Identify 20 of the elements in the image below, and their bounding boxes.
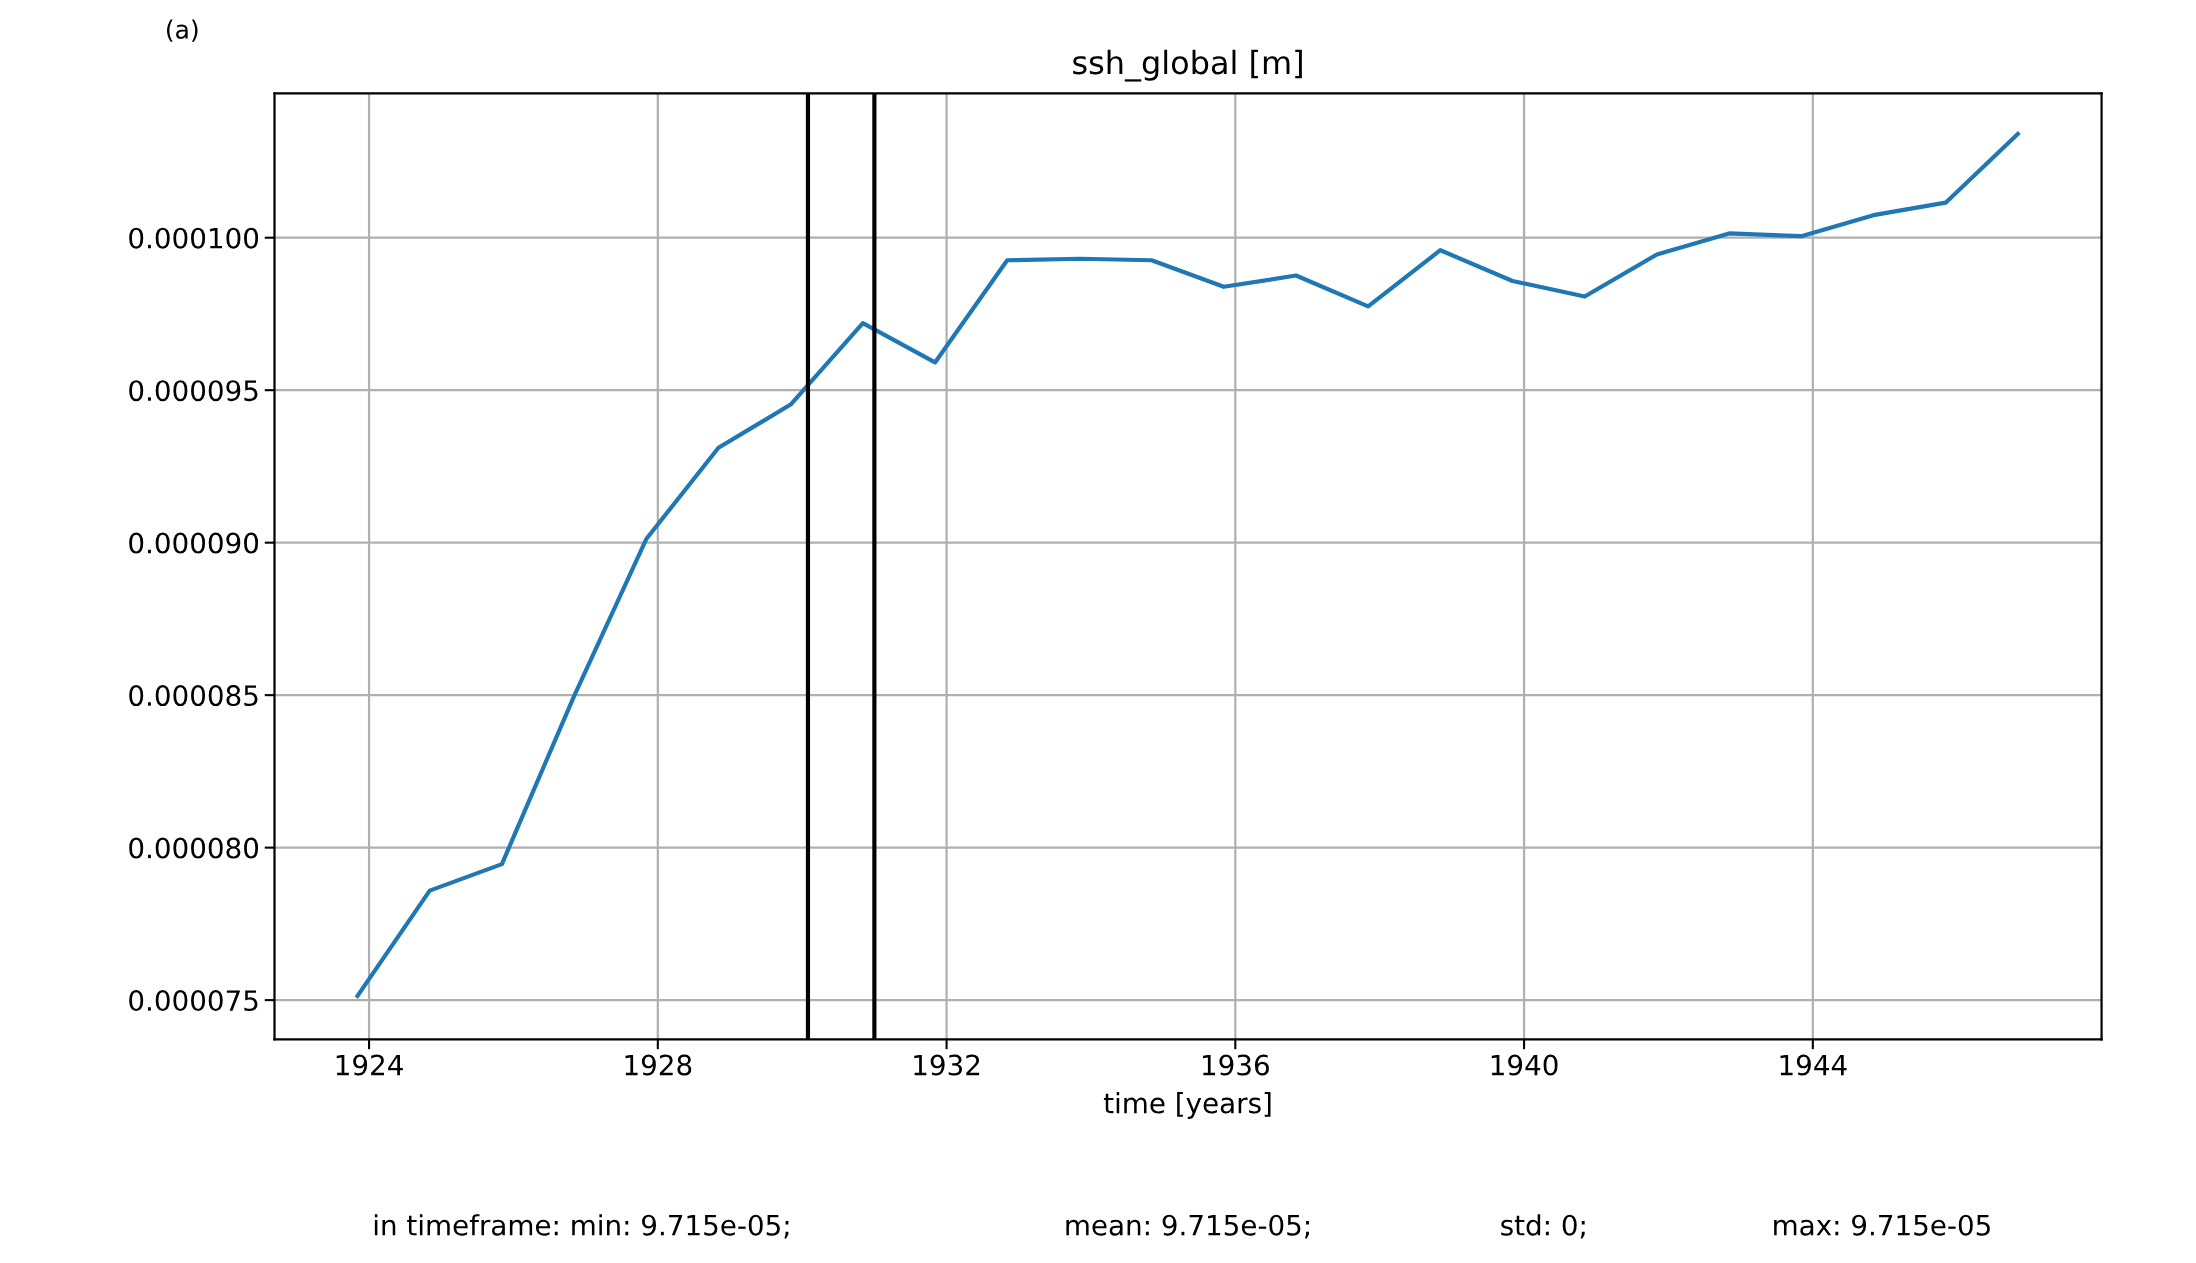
x-tick-label: 1940 (1491, 1054, 1558, 1076)
chart-title: ssh_global [m] (1073, 49, 1302, 82)
y-tick-label: 0.000095 (129, 380, 258, 402)
x-tick-label: 1932 (914, 1054, 980, 1076)
x-tick-label: 1944 (1780, 1054, 1847, 1076)
line-series (355, 131, 2020, 998)
x-tick-label: 1924 (336, 1054, 403, 1076)
text: max: 9.715e-05 (1774, 1214, 1990, 1236)
y-tick-label: 0.000100 (129, 227, 259, 249)
x-tick-label: 1928 (625, 1054, 692, 1076)
x-axis-title: time [years] (1103, 1092, 1271, 1119)
y-tick-label: 0.000090 (129, 532, 259, 554)
y-tick-label: 0.000080 (129, 837, 259, 859)
text: mean: 9.715e-05; (1066, 1214, 1309, 1239)
y-tick-label: 0.000075 (129, 990, 258, 1012)
text: std: 0; (1501, 1214, 1585, 1239)
x-tick-label: 1936 (1203, 1054, 1269, 1076)
text: in timeframe: min: 9.715e-05; (374, 1214, 789, 1239)
y-tick-label: 0.000085 (129, 685, 258, 707)
text: (a) (167, 19, 198, 42)
